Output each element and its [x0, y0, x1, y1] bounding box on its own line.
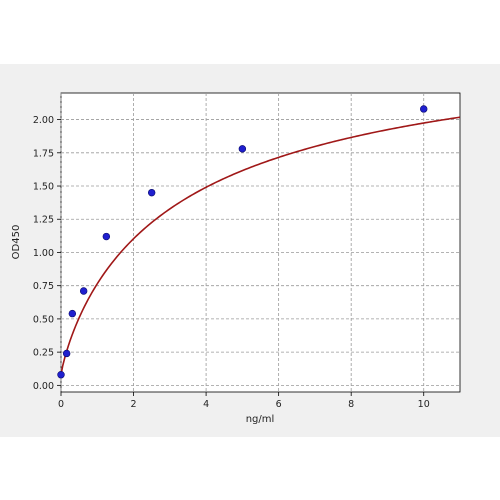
data-point	[68, 309, 77, 318]
y-tick-label: 1.25	[33, 215, 54, 226]
grid	[60, 93, 460, 392]
y-tick-label: 0.50	[33, 314, 54, 325]
y-tick-label: 0.00	[33, 381, 54, 392]
data-point	[57, 371, 65, 379]
data-points	[57, 105, 428, 379]
y-axis-ticks: 0.00 0.25 0.50 0.75 1.00 1.25 1.50 1.75 2.00	[33, 115, 61, 392]
data-point	[79, 287, 88, 295]
data-point	[147, 188, 156, 197]
figure-panel: 0 2 4 6 8 10 0.00 0.25 0.50 0.75 1.00 1.25 1.50 1.75…	[0, 64, 500, 437]
chart: 0 2 4 6 8 10 0.00 0.25 0.50 0.75 1.00 1.25 1.50 1.75…	[11, 92, 461, 425]
x-tick-label: 10	[418, 399, 430, 410]
x-tick-label: 0	[58, 399, 64, 410]
x-tick-label: 6	[276, 399, 282, 410]
y-tick-label: 1.75	[33, 148, 54, 159]
y-tick-label: 2.00	[33, 115, 54, 126]
data-point	[238, 145, 247, 153]
y-tick-label: 1.00	[33, 248, 54, 259]
data-point	[420, 105, 428, 113]
x-axis-ticks: 0 2 4 6 8 10	[58, 392, 430, 410]
x-tick-label: 4	[203, 399, 209, 410]
plot-area	[60, 92, 461, 393]
x-tick-label: 2	[131, 399, 137, 410]
data-point	[102, 232, 111, 241]
y-tick-label: 0.75	[33, 281, 54, 292]
y-tick-label: 0.25	[33, 348, 54, 359]
y-tick-label: 1.50	[33, 182, 54, 193]
x-axis-label: ng/ml	[246, 414, 275, 425]
fit-curve	[60, 116, 461, 375]
data-point	[62, 349, 71, 358]
y-axis-label: OD450	[11, 225, 22, 260]
x-tick-label: 8	[348, 399, 354, 410]
